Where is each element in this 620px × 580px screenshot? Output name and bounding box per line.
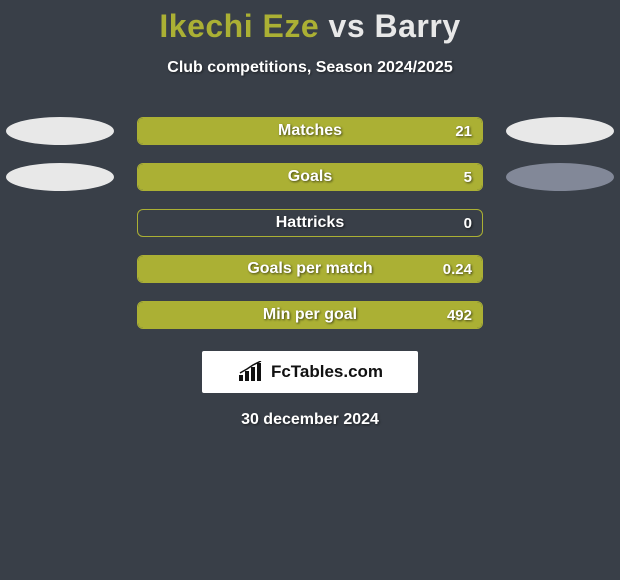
- subtitle: Club competitions, Season 2024/2025: [0, 59, 620, 77]
- stat-label: Goals per match: [138, 256, 482, 282]
- stats-list: Matches21 Goals5 Hattricks0 Goals per match…: [0, 117, 620, 329]
- right-ellipse: [506, 117, 614, 145]
- brand-text: FcTables.com: [271, 362, 383, 382]
- comparison-card: Ikechi Eze vs Barry Club competitions, S…: [0, 0, 620, 580]
- brand-box[interactable]: FcTables.com: [202, 351, 418, 393]
- stat-row: Hattricks0: [0, 209, 620, 237]
- left-ellipse: [6, 163, 114, 191]
- stat-label: Matches: [138, 118, 482, 144]
- stat-value: 5: [464, 164, 472, 190]
- stat-label: Min per goal: [138, 302, 482, 328]
- left-ellipse: [6, 117, 114, 145]
- stat-row: Goals per match0.24: [0, 255, 620, 283]
- stat-label: Hattricks: [138, 210, 482, 236]
- player1-name: Ikechi Eze: [159, 8, 319, 44]
- stat-label: Goals: [138, 164, 482, 190]
- page-title: Ikechi Eze vs Barry: [0, 0, 620, 45]
- stat-bar: Hattricks0: [137, 209, 483, 237]
- right-ellipse: [506, 163, 614, 191]
- stat-bar: Min per goal492: [137, 301, 483, 329]
- date-label: 30 december 2024: [0, 411, 620, 429]
- player2-name: Barry: [375, 8, 461, 44]
- stat-row: Min per goal492: [0, 301, 620, 329]
- stat-bar: Goals per match0.24: [137, 255, 483, 283]
- stat-bar: Matches21: [137, 117, 483, 145]
- stat-value: 0: [464, 210, 472, 236]
- stat-value: 492: [447, 302, 472, 328]
- stat-bar: Goals5: [137, 163, 483, 191]
- stat-value: 21: [455, 118, 472, 144]
- stat-value: 0.24: [443, 256, 472, 282]
- bars-trend-icon: [237, 361, 265, 383]
- title-vs: vs: [329, 8, 366, 44]
- stat-row: Goals5: [0, 163, 620, 191]
- stat-row: Matches21: [0, 117, 620, 145]
